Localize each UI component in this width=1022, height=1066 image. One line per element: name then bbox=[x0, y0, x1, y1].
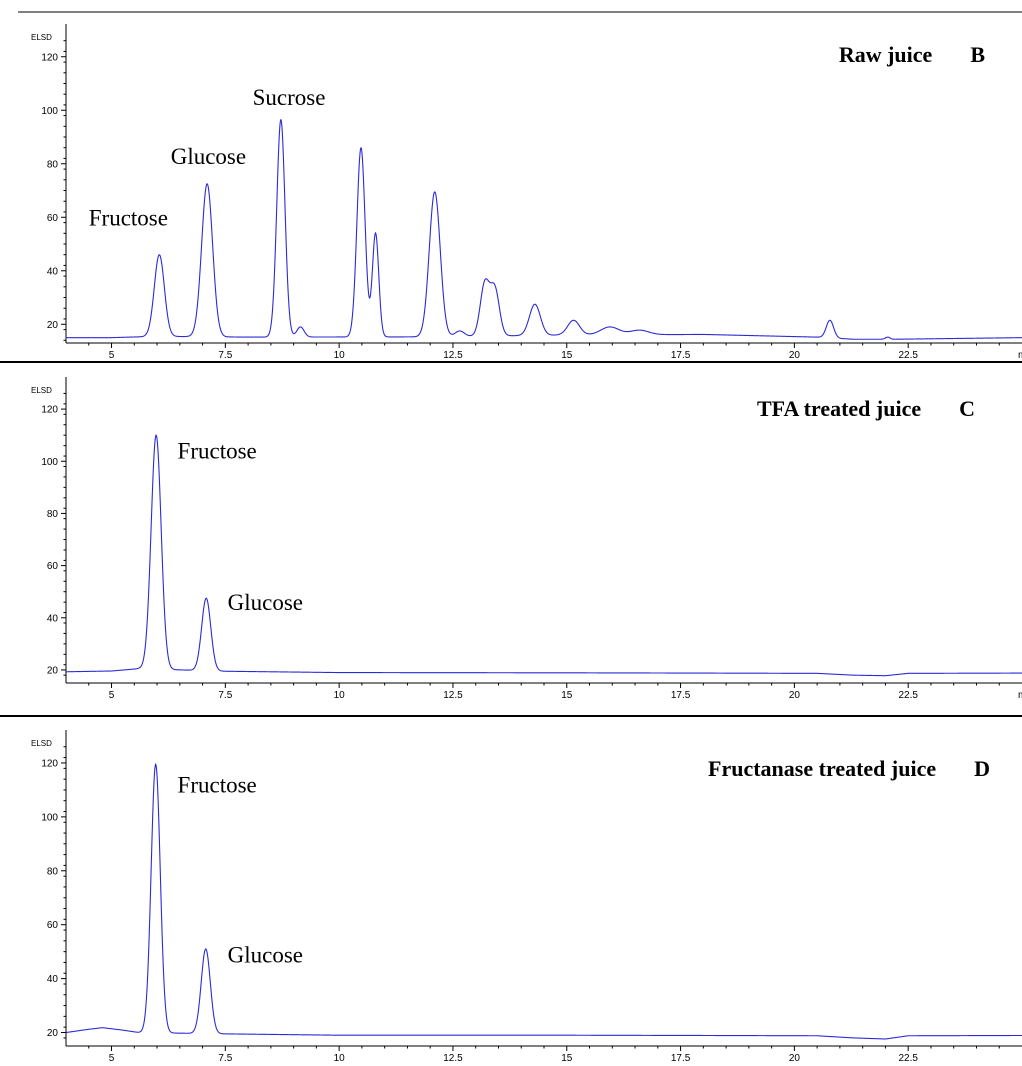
x-axis-label: m bbox=[1018, 690, 1022, 701]
y-tick-label: 40 bbox=[47, 266, 59, 277]
x-tick-label: 20 bbox=[789, 690, 801, 701]
x-tick-label: 15 bbox=[561, 350, 573, 361]
peak-label-glucose: Glucose bbox=[171, 144, 246, 169]
x-tick-label: 5 bbox=[109, 1053, 115, 1064]
y-tick-label: 80 bbox=[47, 509, 59, 520]
y-tick-label: 20 bbox=[47, 665, 59, 676]
x-tick-label: 17.5 bbox=[671, 690, 691, 701]
x-tick-label: 5 bbox=[109, 350, 115, 361]
elsd-trace bbox=[66, 434, 1022, 677]
y-tick-label: 100 bbox=[41, 457, 58, 468]
y-tick-label: 20 bbox=[47, 320, 59, 331]
y-axis-label: ELSD bbox=[31, 386, 52, 395]
panel-b: ELSD 20 40 60 80 100 120 5 7.5 10 12.5 15 17.5 20 22.5… bbox=[0, 24, 1022, 363]
y-tick-label: 120 bbox=[41, 405, 58, 416]
x-tick-label: 22.5 bbox=[898, 690, 918, 701]
x-tick-label: 10 bbox=[334, 350, 346, 361]
y-tick-label: 120 bbox=[41, 758, 58, 769]
x-tick-label: 20 bbox=[789, 350, 801, 361]
y-tick-label: 80 bbox=[47, 866, 59, 877]
panel-letter: B bbox=[970, 42, 985, 67]
peak-label-sucrose: Sucrose bbox=[253, 85, 326, 110]
x-tick-label: 15 bbox=[561, 1053, 573, 1064]
x-axis-label: m bbox=[1018, 350, 1022, 361]
panel-title: Raw juice B bbox=[839, 42, 985, 67]
x-tick-label: 7.5 bbox=[218, 690, 232, 701]
panel-letter: D bbox=[974, 756, 990, 781]
x-tick-label: 10 bbox=[334, 690, 346, 701]
peak-label-fructose: Fructose bbox=[178, 439, 257, 464]
panel-title: TFA treated juice C bbox=[757, 396, 975, 421]
peak-label-glucose: Glucose bbox=[228, 942, 303, 967]
x-tick-label: 20 bbox=[789, 1053, 801, 1064]
y-tick-label: 60 bbox=[47, 920, 59, 931]
x-tick-label: 12.5 bbox=[443, 1053, 463, 1064]
y-tick-label: 40 bbox=[47, 613, 59, 624]
panel-d: ELSD 20 40 60 80 100 120 5 7.5 10 12.5 15 17.5 20 22.5… bbox=[31, 730, 1022, 1064]
x-tick-label: 22.5 bbox=[898, 350, 918, 361]
y-tick-label: 60 bbox=[47, 561, 59, 572]
x-tick-label: 12.5 bbox=[443, 690, 463, 701]
peak-label-glucose: Glucose bbox=[228, 590, 303, 615]
y-tick-label: 120 bbox=[41, 52, 58, 63]
x-tick-label: 7.5 bbox=[218, 350, 232, 361]
x-tick-label: 17.5 bbox=[671, 350, 691, 361]
x-tick-label: 17.5 bbox=[671, 1053, 691, 1064]
panel-title-text: Raw juice bbox=[839, 42, 933, 67]
panel-title: Fructanase treated juice D bbox=[708, 756, 990, 781]
peak-label-fructose: Fructose bbox=[178, 773, 257, 798]
peak-label-fructose: Fructose bbox=[89, 205, 168, 230]
y-tick-label: 20 bbox=[47, 1028, 59, 1039]
elsd-trace bbox=[66, 119, 1022, 340]
y-tick-label: 100 bbox=[41, 812, 58, 823]
x-tick-label: 7.5 bbox=[218, 1053, 232, 1064]
x-tick-label: 15 bbox=[561, 690, 573, 701]
panel-title-text: Fructanase treated juice bbox=[708, 756, 936, 781]
x-tick-label: 22.5 bbox=[898, 1053, 918, 1064]
panel-letter: C bbox=[959, 396, 975, 421]
elsd-trace bbox=[65, 762, 1022, 1040]
y-tick-label: 40 bbox=[47, 974, 59, 985]
x-tick-label: 5 bbox=[109, 690, 115, 701]
panel-title-text: TFA treated juice bbox=[757, 396, 921, 421]
panel-c: ELSD 20 40 60 80 100 120 5 7.5 10 12.5 15 17.5 20 22.5… bbox=[0, 377, 1022, 717]
y-tick-label: 80 bbox=[47, 159, 59, 170]
y-axis-label: ELSD bbox=[31, 739, 52, 748]
x-tick-label: 10 bbox=[334, 1053, 346, 1064]
y-axis-label: ELSD bbox=[31, 33, 52, 42]
y-tick-label: 100 bbox=[41, 106, 58, 117]
y-tick-label: 60 bbox=[47, 213, 59, 224]
x-tick-label: 12.5 bbox=[443, 350, 463, 361]
